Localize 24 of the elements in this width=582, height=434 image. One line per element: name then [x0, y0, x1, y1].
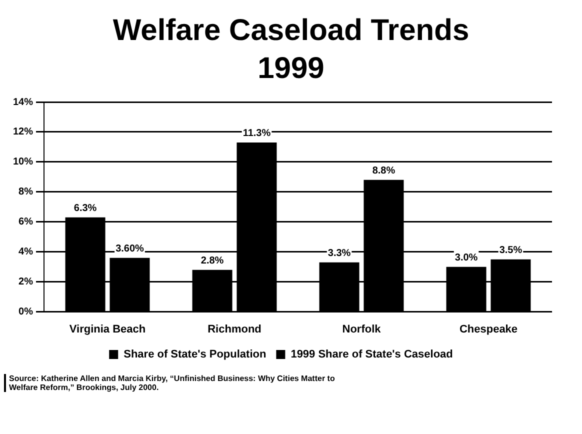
x-tick-label: Virginia Beach: [69, 323, 146, 336]
y-tick-label: 14%: [13, 96, 34, 108]
legend-label: Share of State's Population: [124, 348, 266, 361]
data-label: 8.8%: [372, 166, 396, 177]
legend-label: 1999 Share of State's Caseload: [290, 348, 453, 361]
y-tick-label: 6%: [18, 216, 34, 228]
y-tick-label: 10%: [13, 156, 34, 168]
data-label: 6.3%: [74, 203, 97, 214]
y-tick-label: 4%: [18, 246, 34, 258]
x-tick-label: Richmond: [208, 323, 262, 336]
x-tick-label: Norfolk: [342, 323, 382, 336]
y-tick-label: 0%: [18, 306, 34, 318]
data-label: 3.0%: [454, 252, 478, 264]
data-label: 3.3%: [328, 248, 351, 260]
x-tick-label: Chespeake: [459, 323, 518, 336]
y-tick-label: 12%: [13, 126, 34, 138]
data-label: 3.60%: [116, 244, 144, 255]
data-label: 11.3%: [242, 128, 271, 140]
y-tick-label: 2%: [18, 276, 34, 288]
data-label: 3.5%: [499, 245, 522, 256]
y-tick-label: 8%: [18, 186, 34, 198]
chart-title: Welfare Caseload Trends 1999: [112, 13, 470, 87]
source-note: Source: Katherine Allen and Marcia Kirby, “Unfinished Business: Why Cities Matter to Welfare Reform,” Brookings, July 2000.: [4, 374, 339, 392]
data-label: 2.8%: [200, 256, 224, 267]
